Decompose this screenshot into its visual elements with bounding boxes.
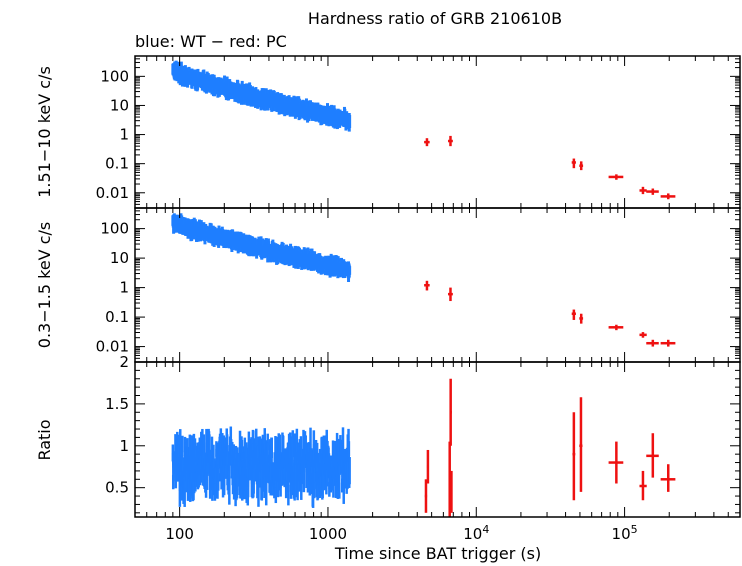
panel-soft-axes: 100 10 1 0.1 0.01 — [96, 207, 741, 363]
pc-point — [424, 138, 430, 147]
pc-point — [646, 339, 659, 347]
x-axis-label: Time since BAT trigger (s) — [334, 544, 541, 563]
pc-point — [571, 158, 576, 169]
pc-point — [424, 280, 430, 291]
x-tick-label: 100 — [165, 525, 194, 543]
pc-point — [579, 161, 584, 171]
x-tick-label: 1000 — [309, 525, 347, 543]
y-tick-label: 0.1 — [105, 308, 129, 326]
y-tick-label: 0.01 — [96, 184, 129, 202]
chart-title: Hardness ratio of GRB 210610B — [308, 9, 562, 28]
y-tick-label: 10 — [110, 249, 129, 267]
panel-ratio-axes: 2 1.5 1 0.5 100 1000 104 105 — [105, 353, 741, 543]
panel-ratio: 2 1.5 1 0.5 100 1000 104 105 Ratio — [35, 353, 741, 543]
y-tick-label: 0.1 — [105, 155, 129, 173]
pc-point — [579, 313, 584, 324]
x-tick-label: 105 — [612, 523, 638, 543]
pc-point — [608, 324, 624, 331]
pc-point — [646, 433, 659, 478]
panel-soft-data — [171, 213, 676, 347]
pc-point — [646, 188, 659, 195]
panel-hard-data — [171, 60, 676, 200]
pc-point — [424, 479, 428, 513]
pc-point — [639, 332, 647, 338]
panel-hard: 100 10 1 0.1 0.01 1.51−10 keV c/s — [35, 55, 741, 209]
y-tick-label: 10 — [110, 96, 129, 114]
pc-point — [448, 287, 453, 302]
y-tick-label: 0.5 — [105, 479, 129, 497]
pc-point — [426, 449, 430, 484]
pc-point — [639, 470, 647, 501]
panel-ratio-ylabel: Ratio — [35, 419, 54, 460]
y-tick-label: 0.01 — [96, 338, 129, 356]
chart-subtitle: blue: WT − red: PC — [135, 32, 287, 51]
y-tick-label: 1 — [119, 126, 129, 144]
pc-point — [608, 441, 624, 484]
panel-ratio-data — [171, 378, 676, 517]
y-tick-label: 100 — [100, 67, 129, 85]
pc-point — [449, 378, 452, 446]
y-tick-label: 1 — [119, 279, 129, 297]
pc-point — [579, 397, 583, 492]
x-tick-label: 104 — [463, 523, 489, 543]
pc-point — [608, 174, 624, 180]
pc-point — [572, 412, 576, 501]
pc-point — [450, 470, 453, 513]
pc-point — [639, 186, 647, 195]
panel-frame — [134, 361, 741, 518]
pc-point — [660, 339, 676, 347]
pc-point — [571, 309, 576, 320]
y-tick-label: 1.5 — [105, 395, 129, 413]
pc-point — [448, 135, 453, 147]
y-tick-label: 100 — [100, 220, 129, 238]
pc-point — [660, 193, 676, 200]
panel-soft: 100 10 1 0.1 0.01 0.3−1.5 keV c/s — [35, 207, 741, 363]
panel-soft-ylabel: 0.3−1.5 keV c/s — [35, 222, 54, 348]
y-tick-label: 2 — [119, 353, 129, 371]
panel-hard-axes: 100 10 1 0.1 0.01 — [96, 55, 741, 209]
pc-point — [660, 464, 676, 492]
y-tick-label: 1 — [119, 437, 129, 455]
panel-hard-ylabel: 1.51−10 keV c/s — [35, 66, 54, 198]
